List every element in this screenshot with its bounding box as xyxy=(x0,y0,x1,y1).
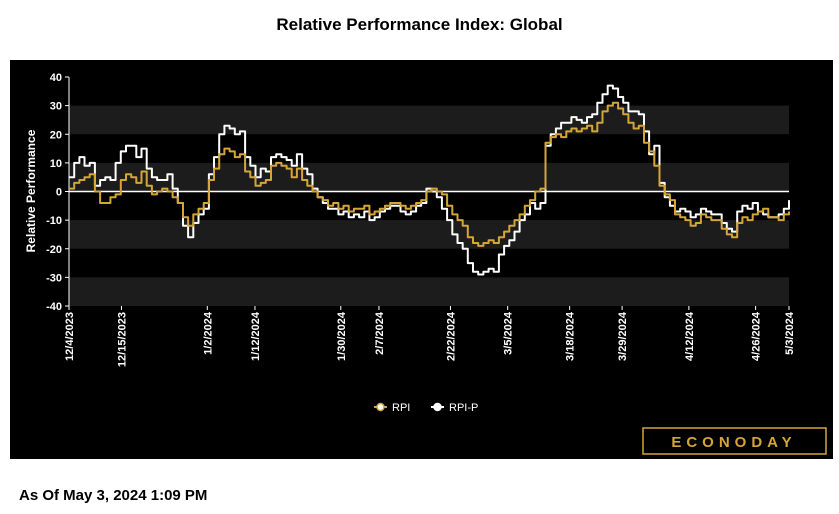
legend-label-rpi-p: RPI-P xyxy=(449,402,478,414)
x-tick-label: 3/5/2024 xyxy=(503,311,515,355)
plot-band xyxy=(69,220,789,249)
x-tick-label: 1/2/2024 xyxy=(202,311,214,355)
y-axis-label: Relative Performance xyxy=(24,129,38,252)
chart-panel: 40 30 20 10 0 -10 -20 -30 -40 Relative Performan… xyxy=(10,60,833,459)
legend-item-rpi-p: RPI-P xyxy=(431,402,478,414)
x-tick-label: 12/4/2023 xyxy=(64,312,76,361)
plot-band xyxy=(69,248,789,278)
y-tick-label: 20 xyxy=(50,129,62,141)
y-tick-label: 40 xyxy=(50,72,62,84)
logo-text: ECONODAY xyxy=(671,434,796,451)
y-tick-label: 30 xyxy=(50,101,62,113)
chart-title: Relative Performance Index: Global xyxy=(276,15,563,34)
econoday-logo: ECONODAY xyxy=(642,427,827,455)
x-tick-label: 2/22/2024 xyxy=(445,311,457,361)
legend-marker-rpi xyxy=(376,402,385,412)
plot-band xyxy=(69,277,789,306)
legend-label-rpi: RPI xyxy=(392,402,410,414)
legend-marker-rpi-p xyxy=(433,402,442,412)
y-tick-label: -40 xyxy=(46,301,62,313)
plot-band xyxy=(69,105,789,135)
y-tick-label: -10 xyxy=(46,215,62,227)
y-tick-label: -30 xyxy=(46,272,62,284)
x-tick-label: 4/26/2024 xyxy=(751,311,763,361)
y-tick-label: -20 xyxy=(46,244,62,256)
plot-band xyxy=(69,134,789,163)
plot-band xyxy=(69,162,789,192)
y-axis-ticks: 40 30 20 10 0 -10 -20 -30 -40 xyxy=(46,72,69,313)
series-group xyxy=(69,84,790,276)
series-line-rpi xyxy=(69,101,790,247)
timestamp-footer: As Of May 3, 2024 1:09 PM xyxy=(19,487,208,504)
y-tick-label: 0 xyxy=(56,187,62,199)
x-tick-label: 4/12/2024 xyxy=(684,311,696,361)
chart-svg: 40 30 20 10 0 -10 -20 -30 -40 Relative Performan… xyxy=(24,72,827,455)
x-tick-label: 3/29/2024 xyxy=(617,311,629,361)
x-tick-label: 2/7/2024 xyxy=(374,311,386,355)
x-tick-label: 1/12/2024 xyxy=(250,311,262,361)
legend: RPI RPI-P xyxy=(374,402,478,414)
y-tick-label: 10 xyxy=(50,158,62,170)
x-tick-label: 3/18/2024 xyxy=(565,311,577,361)
plot-bands xyxy=(69,77,789,306)
x-tick-label: 12/15/2023 xyxy=(116,312,128,367)
x-tick-label: 1/30/2024 xyxy=(336,311,348,361)
x-tick-label: 5/3/2024 xyxy=(784,311,796,355)
x-axis-ticks: 12/4/2023 12/15/2023 1/2/2024 1/12/2024 1/30… xyxy=(64,306,796,367)
plot-band xyxy=(69,77,789,106)
legend-item-rpi: RPI xyxy=(374,402,410,414)
